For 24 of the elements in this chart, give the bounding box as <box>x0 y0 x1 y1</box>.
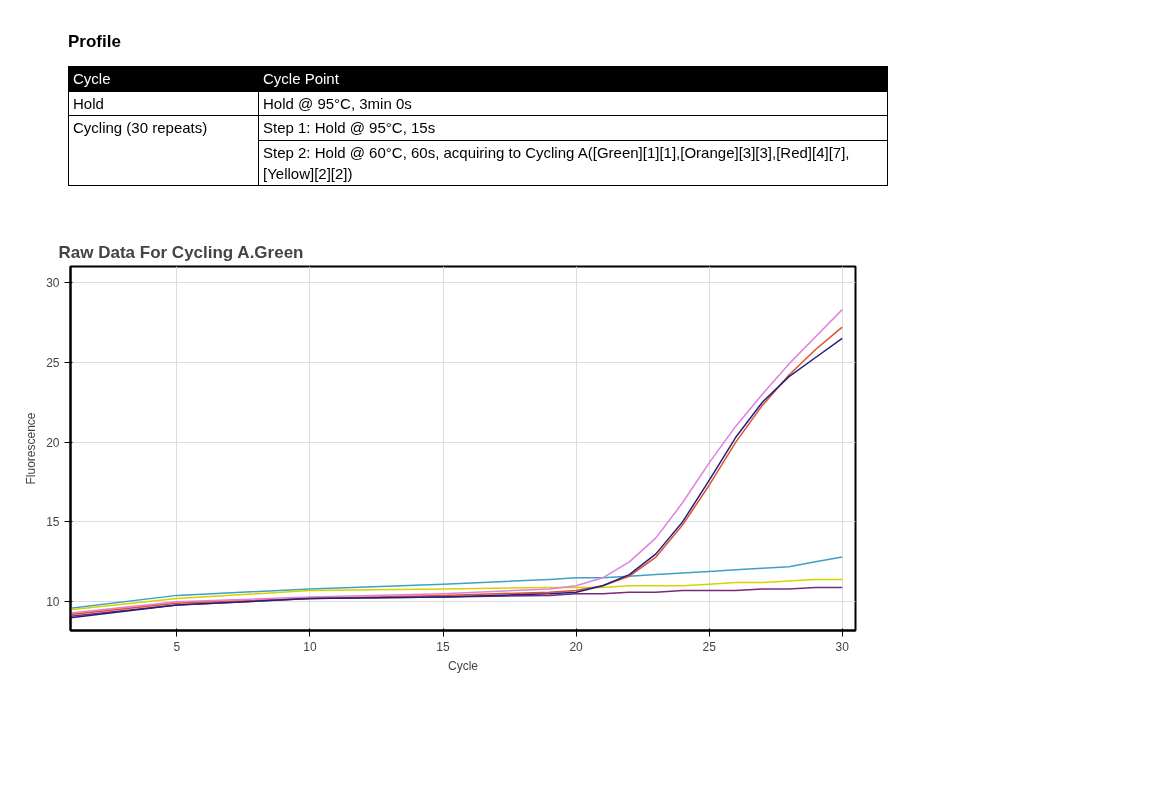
text: Step 1: Hold @ 95°C, 15s <box>258 115 888 141</box>
text: Cycle <box>68 66 259 92</box>
chart-title: Raw Data For Cycling A.Green <box>58 242 304 262</box>
y-tick-label: 30 <box>46 275 60 290</box>
x-tick-label: 15 <box>436 639 451 654</box>
text: Step 2: Hold @ 60°C, 60s, acquiring to Cycling A([Green][1][1],[Orange][3][3],[Red][4][7],[Yellow][2][2]) <box>258 140 888 186</box>
text: Cycle Point <box>258 66 888 92</box>
text: Hold <box>68 91 259 116</box>
x-tick-label: 10 <box>303 639 317 654</box>
x-axis-title: Cycle <box>448 658 479 673</box>
text: Profile <box>68 31 122 53</box>
y-axis-title: Fluorescence <box>24 412 39 485</box>
x-tick-label: 30 <box>835 639 850 654</box>
y-tick-label: 25 <box>46 355 60 370</box>
text: Cycling (30 repeats) <box>68 115 259 186</box>
y-tick-label: 10 <box>46 595 60 610</box>
line-series <box>70 556 843 609</box>
text: Hold @ 95°C, 3min 0s <box>258 91 888 116</box>
y-tick-label: 20 <box>46 435 60 450</box>
x-tick-label: 25 <box>702 639 717 654</box>
x-tick-label: 5 <box>173 639 181 654</box>
line-series <box>70 578 843 611</box>
x-tick-label: 20 <box>569 639 584 654</box>
y-tick-label: 15 <box>46 515 60 530</box>
